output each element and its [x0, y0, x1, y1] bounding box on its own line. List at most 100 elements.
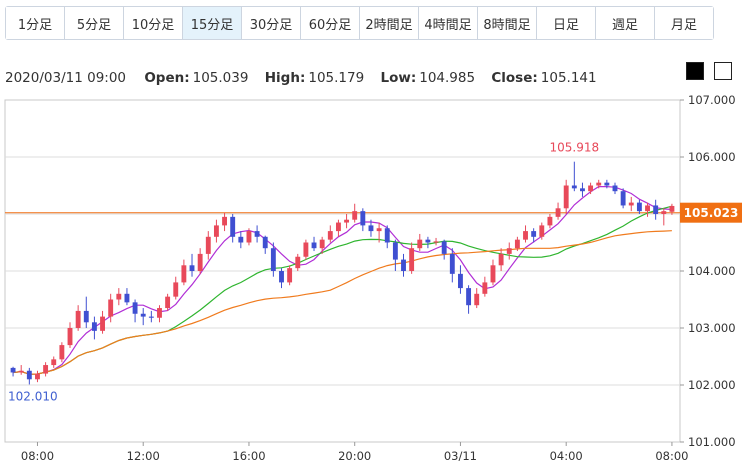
candle-body	[173, 282, 179, 297]
high-label: High:	[264, 70, 306, 86]
candle-body	[213, 225, 219, 237]
candle-body	[59, 345, 65, 360]
y-tick-label: 107.000	[688, 93, 736, 107]
x-tick-label: 12:00	[127, 449, 160, 463]
candle-body	[449, 253, 455, 274]
ma-short-line	[13, 186, 672, 375]
candle-body	[376, 228, 382, 232]
max-price-label: 105.918	[550, 141, 600, 155]
candle-body	[352, 211, 358, 220]
candle-body	[26, 370, 32, 380]
candle-body	[10, 367, 16, 373]
candle-body	[482, 282, 488, 294]
candle-body	[531, 231, 537, 237]
candle-body	[596, 182, 602, 186]
tab-timeframe[interactable]: 15分足	[183, 7, 242, 39]
tab-timeframe[interactable]: 4時間足	[419, 7, 478, 39]
candle-body	[18, 370, 24, 373]
close-label: Close:	[491, 70, 538, 86]
candle-body	[311, 242, 317, 249]
dark-theme-button[interactable]	[686, 62, 704, 80]
candle-body	[401, 259, 406, 271]
candle-body	[653, 205, 659, 214]
tab-timeframe[interactable]: 10分足	[124, 7, 183, 39]
tab-timeframe[interactable]: 1分足	[6, 7, 65, 39]
candle-body	[344, 219, 350, 223]
candle-body	[645, 205, 650, 212]
candle-body	[506, 248, 512, 254]
candle-body	[425, 239, 431, 243]
candle-body	[580, 188, 585, 192]
candle-body	[132, 302, 138, 314]
candle-body	[571, 185, 577, 189]
candle-body	[181, 265, 187, 283]
current-price-label: 105.023	[684, 206, 739, 220]
candle-body	[124, 293, 130, 303]
candle-body	[514, 239, 520, 249]
x-tick-label: 20:00	[338, 449, 371, 463]
tab-timeframe[interactable]: 2時間足	[360, 7, 419, 39]
candle-body	[661, 211, 667, 214]
x-tick-label: 08:00	[655, 449, 688, 463]
tab-timeframe[interactable]: 8時間足	[478, 7, 537, 39]
candle-body	[43, 365, 49, 374]
candle-body	[466, 288, 472, 306]
low-value: 104.985	[419, 70, 476, 86]
candle-body	[539, 225, 545, 237]
timeframe-tabs: 1分足 5分足 10分足 15分足 30分足 60分足 2時間足 4時間足 8時間足 日足 週足 月足	[5, 6, 714, 40]
candle-body	[165, 296, 171, 309]
open-value: 105.039	[192, 70, 249, 86]
x-tick-label: 16:00	[232, 449, 265, 463]
tab-timeframe[interactable]: 60分足	[301, 7, 360, 39]
candle-body	[230, 216, 236, 237]
candle-body	[279, 271, 284, 283]
candle-body	[384, 228, 390, 243]
candle-body	[327, 231, 333, 240]
tab-timeframe[interactable]: 5分足	[65, 7, 124, 39]
light-theme-button[interactable]	[714, 62, 732, 80]
min-price-label: 102.010	[8, 389, 58, 403]
candle-body	[335, 222, 341, 232]
open-label: Open:	[144, 70, 190, 86]
candle-body	[238, 236, 244, 243]
candle-body	[262, 236, 268, 249]
y-tick-label: 106.000	[688, 150, 736, 164]
candle-body	[458, 273, 463, 289]
y-tick-label: 102.000	[688, 378, 736, 392]
candle-body	[360, 211, 366, 226]
tab-timeframe[interactable]: 週足	[596, 7, 655, 39]
tab-timeframe[interactable]: 日足	[537, 7, 596, 39]
candle-body	[636, 202, 642, 212]
candle-body	[563, 185, 569, 209]
candle-body	[409, 248, 415, 271]
ohlc-date: 2020/03/11 09:00	[5, 70, 127, 86]
current-price-tag	[680, 202, 742, 223]
candle-body	[116, 293, 122, 300]
candle-body	[588, 185, 594, 192]
x-tick-label: 03/11	[444, 449, 477, 463]
x-tick-label: 08:00	[21, 449, 54, 463]
candle-body	[83, 310, 89, 323]
candle-body	[604, 182, 610, 186]
low-label: Low:	[380, 70, 417, 86]
candle-body	[441, 241, 447, 254]
candle-body	[392, 242, 398, 260]
candle-body	[474, 293, 480, 306]
candle-body	[523, 231, 528, 240]
candle-body	[498, 253, 504, 266]
candle-body	[287, 268, 293, 283]
candle-body	[433, 241, 439, 243]
y-tick-label: 104.000	[688, 264, 736, 278]
candle-body	[620, 191, 626, 206]
candle-body	[189, 265, 195, 271]
ma-long-line	[13, 230, 672, 375]
candle-body	[100, 316, 105, 331]
candle-body	[254, 231, 260, 237]
candle-body	[628, 202, 634, 206]
tab-timeframe[interactable]: 月足	[655, 7, 713, 39]
tab-timeframe[interactable]: 30分足	[242, 7, 301, 39]
close-value: 105.141	[540, 70, 597, 86]
candle-body	[368, 225, 374, 232]
candle-body	[51, 359, 57, 366]
candle-body	[197, 253, 203, 271]
